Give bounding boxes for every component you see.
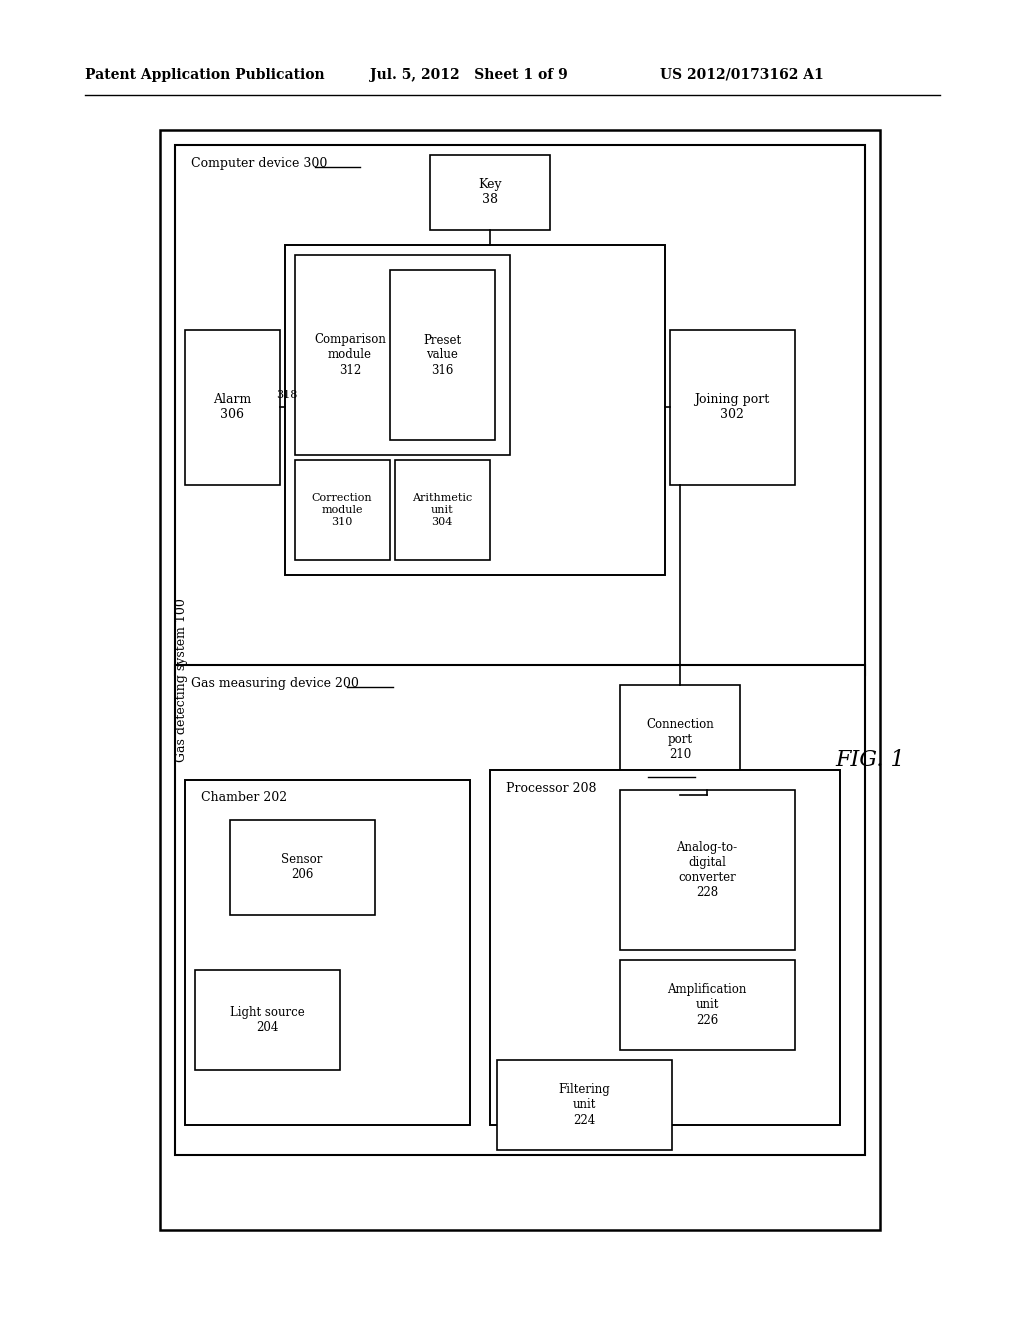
Bar [295,459,390,560]
Bar [620,789,795,950]
Bar [670,330,795,484]
Text: Chamber 202: Chamber 202 [201,792,287,804]
Text: Jul. 5, 2012   Sheet 1 of 9: Jul. 5, 2012 Sheet 1 of 9 [370,69,567,82]
Text: Arithmetic
unit
304: Arithmetic unit 304 [412,494,472,527]
Bar [620,960,795,1049]
Bar [175,145,865,675]
Text: FIG. 1: FIG. 1 [836,748,905,771]
Text: Gas detecting system 100: Gas detecting system 100 [175,598,188,762]
Text: 318: 318 [276,389,298,400]
Bar [230,820,375,915]
Text: Joining port
302: Joining port 302 [694,393,770,421]
Bar [295,255,510,455]
Text: Amplification
unit
226: Amplification unit 226 [668,983,746,1027]
Bar [195,970,340,1071]
Text: Alarm
306: Alarm 306 [213,393,251,421]
Bar [497,1060,672,1150]
Text: Processor 208: Processor 208 [506,781,597,795]
Text: Computer device 300: Computer device 300 [191,157,328,169]
Bar [175,665,865,1155]
Bar [395,459,490,560]
Bar [430,154,550,230]
Bar [490,770,840,1125]
Bar [160,129,880,1230]
Text: Light source
204: Light source 204 [229,1006,304,1034]
Text: Connection
port
210: Connection port 210 [646,718,714,762]
Bar [620,685,740,795]
Text: Key
38: Key 38 [478,178,502,206]
Text: Correction
module
310: Correction module 310 [311,494,373,527]
Text: Sensor
206: Sensor 206 [282,853,323,880]
Bar [390,271,495,440]
Bar [285,246,665,576]
Text: Gas measuring device 200: Gas measuring device 200 [191,676,358,689]
Bar [185,780,470,1125]
Text: Analog-to-
digital
converter
228: Analog-to- digital converter 228 [677,841,737,899]
Text: US 2012/0173162 A1: US 2012/0173162 A1 [660,69,823,82]
Text: Filtering
unit
224: Filtering unit 224 [558,1084,610,1126]
Text: Comparison
module
312: Comparison module 312 [314,334,386,376]
Text: Preset
value
316: Preset value 316 [423,334,461,376]
Text: Patent Application Publication: Patent Application Publication [85,69,325,82]
Bar [185,330,280,484]
